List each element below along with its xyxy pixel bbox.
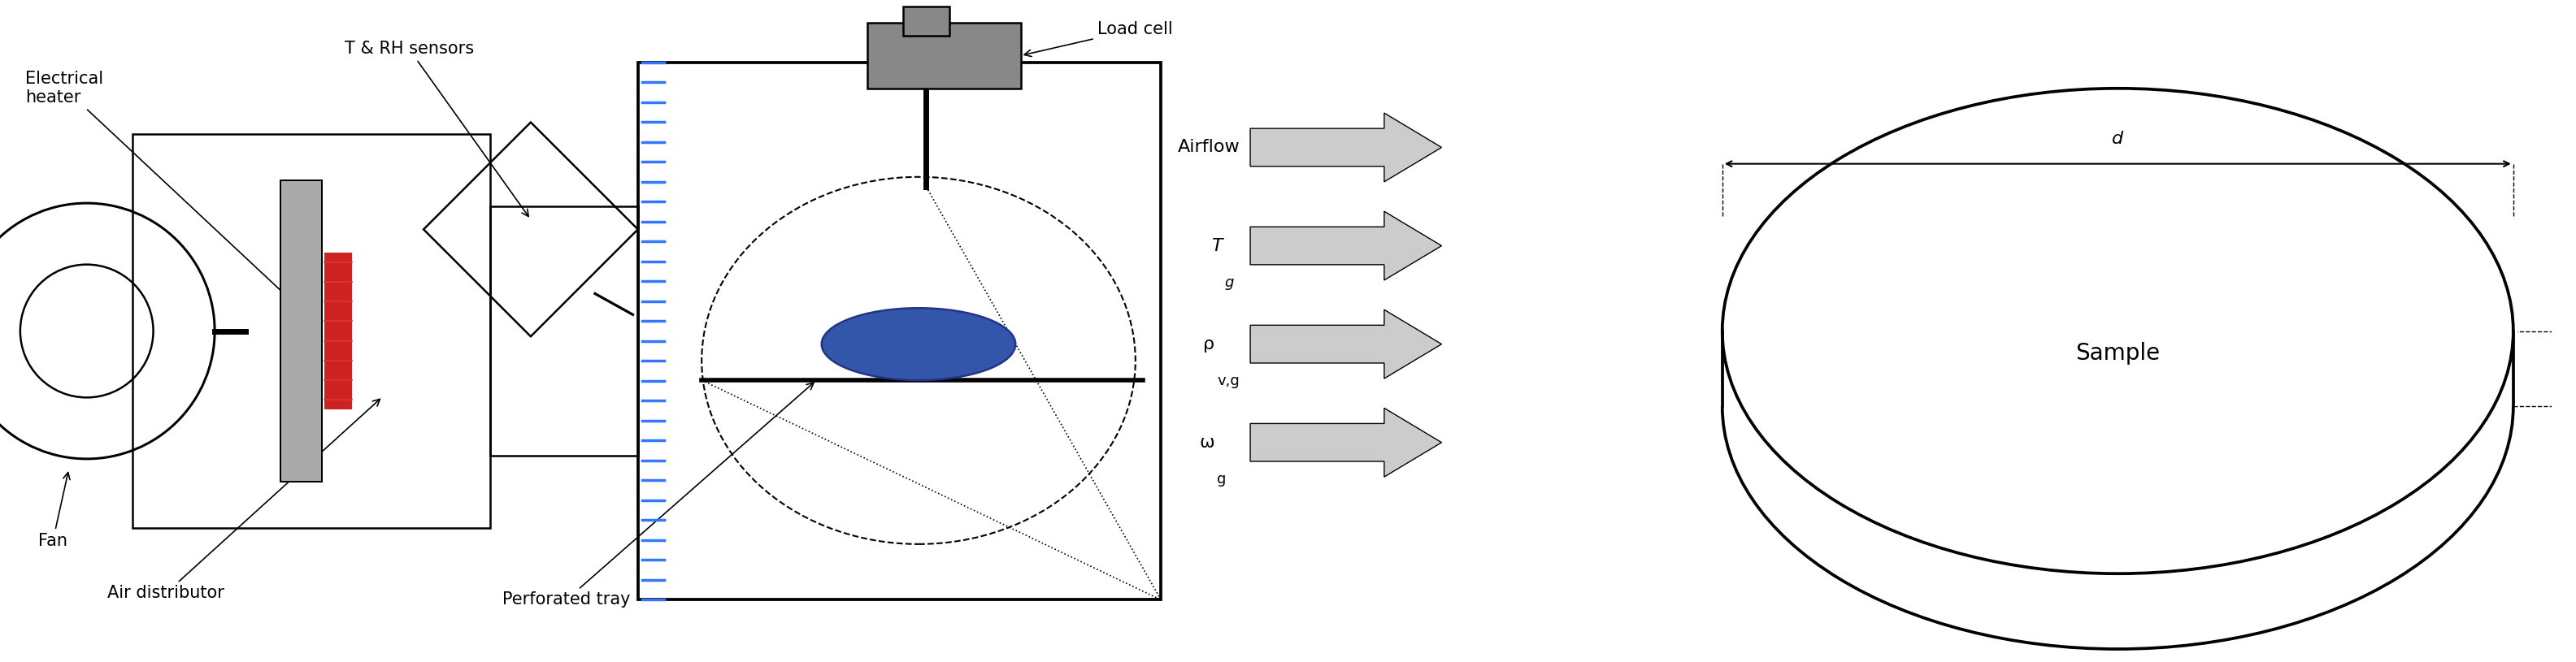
Bar	[639, 62, 1162, 600]
Polygon shape	[1249, 211, 1443, 280]
Text: T & RH sensors: T & RH sensors	[345, 41, 528, 216]
Text: Fan: Fan	[39, 473, 70, 549]
Text: g: g	[1216, 472, 1226, 487]
Text: g: g	[1224, 275, 1234, 290]
Ellipse shape	[822, 308, 1015, 380]
Text: Electrical
heater: Electrical heater	[26, 71, 322, 328]
Text: Load cell: Load cell	[1025, 21, 1172, 56]
Text: v,g: v,g	[1216, 373, 1239, 388]
Text: Airflow: Airflow	[1177, 139, 1239, 156]
Bar	[1718, 330, 2517, 406]
Text: T: T	[1211, 238, 1221, 254]
Text: d: d	[2112, 131, 2123, 148]
Text: ω: ω	[1200, 434, 1213, 451]
Polygon shape	[1249, 310, 1443, 379]
Text: Sample: Sample	[2076, 342, 2161, 365]
Bar	[281, 180, 322, 482]
Polygon shape	[1249, 113, 1443, 182]
Bar	[868, 23, 1020, 89]
Text: ρ: ρ	[1203, 336, 1213, 352]
Bar	[325, 252, 353, 410]
Polygon shape	[1249, 408, 1443, 477]
Text: Air distributor: Air distributor	[108, 399, 379, 601]
Text: Perforated tray: Perforated tray	[502, 383, 814, 608]
Bar	[904, 7, 948, 36]
